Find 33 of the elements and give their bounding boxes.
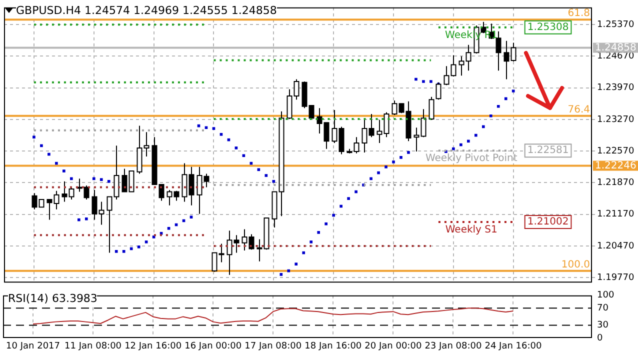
x-tick-label: 20 Jan 00:00 <box>364 342 422 352</box>
x-tick-label: 11 Jan 08:00 <box>64 342 122 352</box>
y-tick-label: 70 <box>597 304 609 314</box>
y-tick-label: 1.19770 <box>597 272 634 283</box>
x-tick-label: 18 Jan 16:00 <box>304 342 362 352</box>
y-tick-label: 1.21870 <box>597 178 634 188</box>
y-tick-label: 1.23970 <box>597 83 634 94</box>
data-label: 1.22581 <box>527 145 569 156</box>
chart-title: RSI(14) 63.3983 <box>8 292 98 305</box>
x-tick-label: 16 Jan 00:00 <box>184 342 242 352</box>
y-tick-label: 100 <box>597 290 614 301</box>
y-tick-label: 1.25370 <box>597 20 634 30</box>
ref-line-label: 1.24858 <box>595 42 636 54</box>
annotation: 76.4 <box>568 104 590 116</box>
y-tick-label: 0 <box>597 333 603 344</box>
chart-title: GBPUSD.H4 1.24574 1.24969 1.24555 1.24858 <box>16 4 277 17</box>
y-tick-label: 1.23270 <box>597 114 634 125</box>
series-label: Weekly Pivot Point <box>425 153 518 164</box>
x-tick-label: 23 Jan 08:00 <box>424 342 482 352</box>
data-label: 1.21002 <box>527 216 569 228</box>
series-label: Weekly S1 <box>445 224 498 236</box>
x-tick-label: 17 Jan 08:00 <box>244 342 302 352</box>
annotation: 61.8 <box>568 8 590 20</box>
x-tick-label: 12 Jan 16:00 <box>124 342 182 352</box>
y-tick-label: 1.20470 <box>597 241 634 252</box>
x-tick-label: 10 Jan 2017 <box>6 342 60 352</box>
data-label: 1.25308 <box>527 22 569 33</box>
y-tick-label: 1.21170 <box>597 210 634 220</box>
y-tick-label: 1.22570 <box>597 146 634 156</box>
x-tick-label: 24 Jan 16:00 <box>484 342 542 352</box>
annotation: 100.0 <box>561 259 590 270</box>
y-tick-label: 30 <box>597 320 609 331</box>
ref-line-label: 1.22246 <box>595 160 636 172</box>
